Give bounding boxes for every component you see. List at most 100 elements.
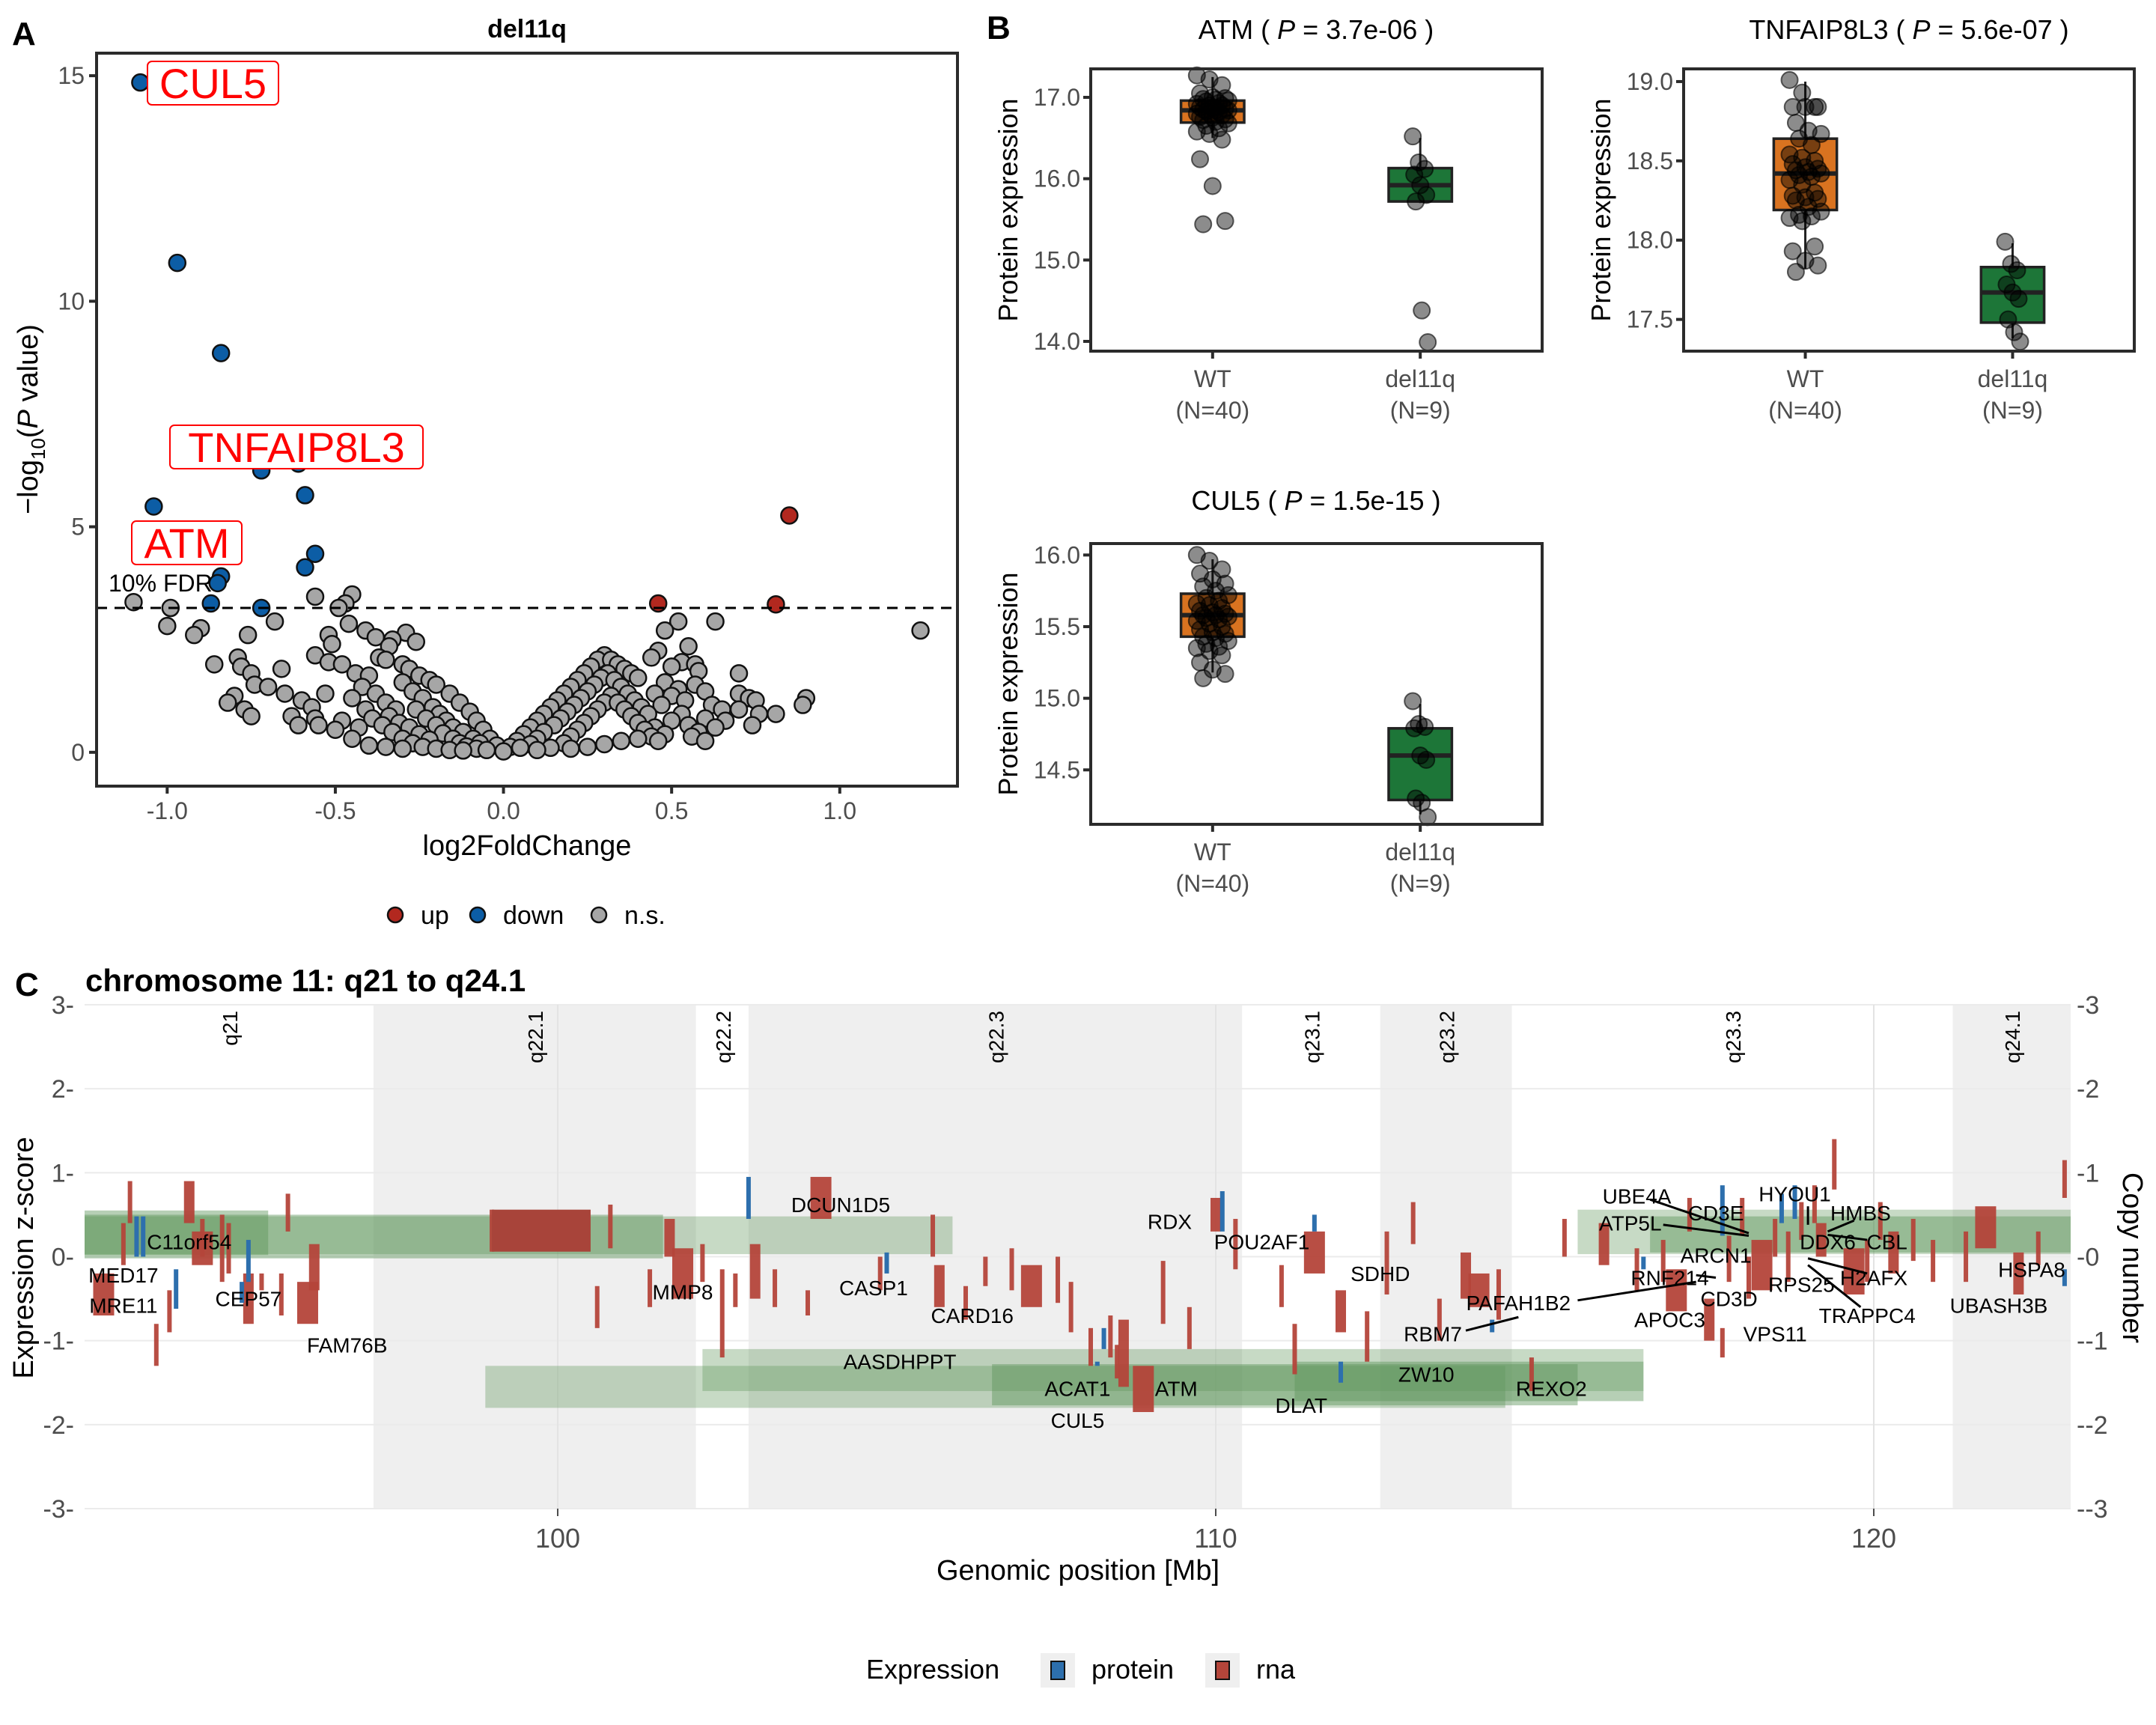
- boxplot-atm: ATM ( P = 3.7e-06 ) WT (N=40) del11q (N=9) 14…: [993, 14, 1544, 424]
- track-title: chromosome 11: q21 to q24.1: [85, 963, 526, 998]
- point-ns: [477, 740, 496, 760]
- rna-bar: [1687, 1197, 1692, 1232]
- sample-point: [1796, 97, 1815, 116]
- label-connector: [1663, 1223, 1750, 1237]
- gene-label-h2afx: H2AFX: [1840, 1267, 1908, 1290]
- point-ns: [628, 669, 648, 687]
- rna-bar: [934, 1265, 945, 1307]
- rna-bar: [2013, 1252, 2024, 1294]
- y-tick-label: 19.0: [1627, 68, 1673, 95]
- y-tick-label-left: -3-: [43, 1495, 74, 1524]
- track-y-axis-title-left: Expression z-score: [8, 1137, 40, 1378]
- protein-bar: [1101, 1327, 1106, 1349]
- point-ns: [124, 592, 143, 612]
- point-ns: [794, 696, 812, 714]
- rna-bar: [1878, 1202, 1883, 1241]
- point-ns: [427, 675, 445, 694]
- y-tick-label: 18.0: [1627, 227, 1673, 254]
- rna-bar: [1336, 1290, 1347, 1333]
- legend-swatch-down: [469, 906, 487, 924]
- band-label: q21: [219, 1011, 242, 1046]
- copy-number-segment: [85, 1210, 269, 1256]
- band-label: q23.3: [1722, 1011, 1745, 1063]
- gene-label-ddx6: DDX6: [1800, 1230, 1856, 1253]
- gene-label-apoc3: APOC3: [1634, 1309, 1705, 1332]
- rna-bar: [1740, 1197, 1745, 1236]
- point-ns: [612, 731, 631, 751]
- rna-bar: [492, 1209, 591, 1252]
- point-down: [296, 558, 314, 577]
- title-gene: CUL5 (: [1191, 485, 1284, 516]
- label-connector: [1807, 1257, 1868, 1275]
- rna-bar: [1726, 1235, 1732, 1283]
- title-pvalue: = 3.7e-06 ): [1295, 14, 1434, 45]
- gene-label-sdhd: SDHD: [1350, 1262, 1410, 1286]
- protein-bar: [884, 1252, 889, 1274]
- sample-point: [1809, 256, 1827, 275]
- sample-point: [1996, 232, 2015, 251]
- rna-bar: [1384, 1231, 1389, 1294]
- rna-bar: [1088, 1327, 1093, 1366]
- y-tick-label: 10: [58, 288, 85, 314]
- sample-point: [1413, 301, 1431, 320]
- volcano-legend: up down n.s.: [386, 901, 666, 930]
- point-ns: [743, 716, 762, 734]
- rna-bar: [219, 1214, 225, 1283]
- y-tick-label: 14.5: [1034, 756, 1080, 783]
- protein-bar: [240, 1282, 245, 1303]
- boxplot-cul5: CUL5 ( P = 1.5e-15 ) WT (N=40) del11q (N=9) 1…: [993, 485, 1544, 897]
- point-ns: [393, 739, 412, 758]
- rna-bar: [594, 1286, 600, 1328]
- point-ns: [309, 716, 328, 734]
- y-tick-label-right: --1: [2077, 1327, 2108, 1356]
- gene-label-rexo2: REXO2: [1516, 1378, 1587, 1401]
- rna-bar: [1931, 1240, 1936, 1283]
- rna-bar: [1279, 1265, 1284, 1307]
- group-n-label: (N=9): [1982, 397, 2043, 424]
- point-ns: [706, 612, 725, 631]
- sample-point: [1793, 83, 1812, 102]
- rna-bar: [1468, 1273, 1490, 1307]
- y-tick-label: 15.0: [1034, 685, 1080, 712]
- point-ns: [628, 729, 648, 748]
- point-ns: [289, 716, 308, 734]
- legend-swatch-rna: [1215, 1661, 1230, 1680]
- rna-bar: [1461, 1252, 1472, 1299]
- fdr-label: 10% FDR: [109, 570, 213, 597]
- point-down: [168, 253, 187, 273]
- point-ns: [265, 612, 284, 631]
- point-ns: [669, 612, 688, 631]
- sample-point: [1216, 665, 1234, 684]
- sample-point: [2009, 290, 2028, 308]
- point-ns: [662, 657, 681, 676]
- rna-bar: [1704, 1298, 1715, 1341]
- rna-bar: [259, 1273, 264, 1291]
- point-ns: [323, 634, 341, 654]
- rna-bar: [1020, 1265, 1042, 1307]
- gene-label-hmbs: HMBS: [1830, 1202, 1891, 1225]
- rna-bar: [308, 1244, 320, 1291]
- label-connector: [1696, 1274, 1717, 1280]
- rna-bar: [1303, 1231, 1325, 1274]
- rna-bar: [1598, 1223, 1610, 1265]
- point-ns: [332, 655, 352, 674]
- gene-label-mre11: MRE11: [89, 1294, 157, 1318]
- rna-bar: [1009, 1248, 1014, 1291]
- point-ns: [595, 734, 614, 754]
- sample-point: [1405, 165, 1424, 184]
- highlight-label-tnfaip8l3: TNFAIP8L3: [188, 424, 404, 471]
- y-tick-label-right: -3: [2077, 991, 2099, 1020]
- rna-bar: [192, 1231, 213, 1265]
- rna-bar: [2035, 1231, 2041, 1265]
- rna-bar: [1365, 1311, 1370, 1362]
- point-ns: [242, 707, 261, 725]
- point-ns: [185, 625, 204, 645]
- y-axis-title: Protein expression: [1586, 98, 1616, 321]
- volcano-y-axis-title: −log10(P value): [13, 324, 49, 514]
- point-ns: [343, 689, 362, 708]
- band-label: q22.1: [524, 1011, 547, 1063]
- boxplot-title: CUL5 ( P = 1.5e-15 ): [1191, 485, 1440, 516]
- gene-label-arcn1: ARCN1: [1681, 1244, 1752, 1267]
- protein-bar: [1792, 1185, 1797, 1220]
